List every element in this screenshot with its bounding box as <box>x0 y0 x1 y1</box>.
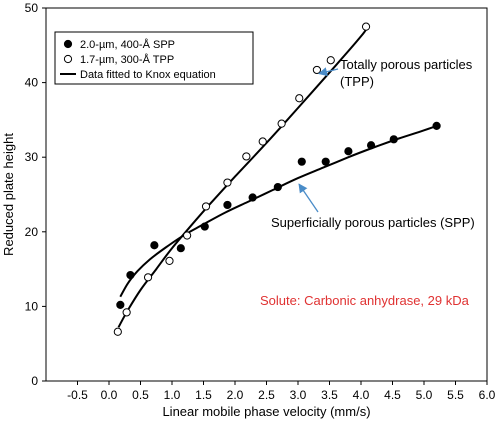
tpp-annotation-line1: Totally porous particles <box>340 57 473 72</box>
spp-data-point <box>432 121 441 130</box>
y-tick-label: 10 <box>25 299 39 313</box>
tpp-annotation-arrow <box>318 67 339 77</box>
axes: -0.5 0.0 0.5 1.0 1.5 2.0 2.5 3.0 3.5 4.0 4.5 5.0 5.5… <box>1 1 496 419</box>
tpp-data-point <box>143 273 153 282</box>
tpp-data-point <box>258 137 267 146</box>
fit-curves <box>117 26 437 328</box>
y-tick-label: 0 <box>31 374 38 388</box>
tpp-data-point <box>242 152 251 161</box>
x-tick-label: 3.5 <box>321 388 338 402</box>
x-tick-label: 5.5 <box>447 388 464 402</box>
tpp-data-point <box>223 178 232 187</box>
tpp-data-point <box>361 22 371 31</box>
tpp-data-point <box>326 56 335 65</box>
y-tick-label: 20 <box>25 225 39 239</box>
x-tick-label: 2.0 <box>227 388 244 402</box>
spp-data-point <box>126 270 135 280</box>
x-tick-label: 6.0 <box>479 388 496 402</box>
x-tick-label: 0.5 <box>132 388 149 402</box>
tpp-data-point <box>113 327 122 336</box>
tpp-data-point <box>201 202 211 211</box>
spp-annotation: Superficially porous particles (SPP) <box>271 215 475 230</box>
x-tick-label: 0.0 <box>101 388 118 402</box>
legend-filled-circle-marker <box>63 39 73 49</box>
tpp-data-point <box>295 94 304 103</box>
legend: 2.0-µm, 400-Å SPP 1.7-µm, 300-Å TPP Data f… <box>54 31 254 85</box>
tpp-data-point <box>122 308 131 317</box>
spp-data-point <box>176 244 185 253</box>
tpp-annotation-line2: (TPP) <box>340 74 374 89</box>
x-tick-label: 5.0 <box>416 388 433 402</box>
tpp-data-point <box>277 119 286 128</box>
spp-data-point <box>389 135 398 144</box>
x-tick-label: 2.5 <box>258 388 275 402</box>
y-tick-label: 40 <box>25 76 39 90</box>
spp-data-point <box>223 200 232 210</box>
spp-data-point <box>150 241 159 250</box>
spp-data-point <box>366 141 376 150</box>
legend-box <box>54 31 254 85</box>
spp-data-point <box>200 222 209 231</box>
tpp-data-point <box>183 231 192 240</box>
solute-annotation: Solute: Carbonic anhydrase, 29 kDa <box>260 293 470 308</box>
spp-data-point <box>321 157 330 166</box>
spp-data-point <box>116 300 125 310</box>
legend-label: Data fitted to Knox equation <box>80 69 216 81</box>
data-points <box>113 22 441 336</box>
spp-data-point <box>248 193 257 202</box>
spp-data-point <box>297 157 306 166</box>
legend-label: 1.7-µm, 300-Å TPP <box>80 53 174 66</box>
spp-data-point <box>273 182 282 192</box>
x-axis-label: Linear mobile phase velocity (mm/s) <box>162 404 370 419</box>
tpp-data-point <box>165 256 174 265</box>
spp-annotation-arrow <box>298 183 319 213</box>
legend-label: 2.0-µm, 400-Å SPP <box>80 38 175 51</box>
x-tick-label: 3.0 <box>290 388 307 402</box>
y-axis-label: Reduced plate height <box>1 133 16 256</box>
tpp-data-point <box>312 65 321 75</box>
legend-open-circle-marker <box>63 54 73 64</box>
x-tick-label: 1.5 <box>195 388 212 402</box>
x-tick-label: 1.0 <box>164 388 181 402</box>
x-tick-label: 4.5 <box>384 388 401 402</box>
knox-fit-line-tpp <box>117 26 369 328</box>
y-tick-label: 50 <box>25 1 39 15</box>
x-tick-label: 4.0 <box>353 388 370 402</box>
x-tick-label: -0.5 <box>67 388 88 402</box>
y-tick-label: 30 <box>25 150 39 164</box>
spp-data-point <box>344 147 353 156</box>
annotations: Totally porous particles (TPP) Superficial… <box>260 57 475 308</box>
knox-fit-line-spp <box>119 124 437 298</box>
